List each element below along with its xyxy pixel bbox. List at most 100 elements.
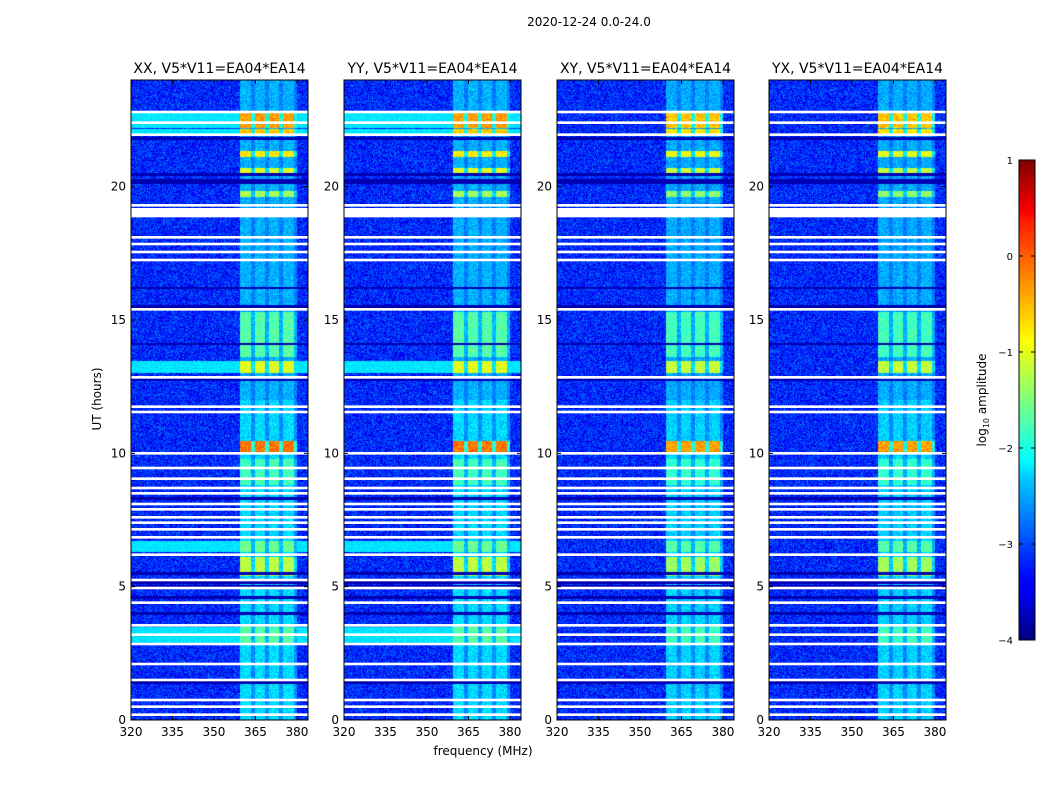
flagged-row [131, 624, 308, 627]
flagged-row [131, 236, 308, 239]
axes-frame [556, 79, 735, 721]
flagged-row [344, 578, 521, 582]
x-tick-label: 365 [670, 725, 693, 739]
flagged-row [557, 110, 734, 114]
panel-title: XX, V5*V11=EA04*EA14 [133, 61, 305, 77]
flagged-row [131, 528, 308, 531]
y-tick-label: 10 [324, 446, 339, 460]
x-tick-label: 365 [457, 725, 480, 739]
flagged-row [769, 258, 946, 262]
colorbar-ticks: −4 −3 −2 −1 0 1 [998, 156, 1035, 647]
flagged-row [344, 133, 521, 136]
flagged-row [131, 452, 308, 455]
flagged-row [769, 521, 946, 524]
x-tick-label: 380 [285, 725, 308, 739]
flagged-row [769, 601, 946, 604]
flagged-row [131, 133, 308, 136]
flagged-row [344, 528, 521, 531]
flagged-row [557, 713, 734, 716]
flagged-row [344, 662, 521, 666]
figure-suptitle: 2020-12-24 0.0-24.0 [527, 15, 651, 29]
flagged-row [769, 508, 946, 511]
colorbar-label-sub: 10 [982, 418, 991, 428]
flagged-row [344, 516, 521, 519]
flagged-row [769, 553, 946, 556]
colorbar-tick-label: 0 [1007, 252, 1013, 263]
flagged-row [131, 204, 308, 207]
flagged-row [769, 242, 946, 246]
flagged-row [557, 250, 734, 254]
heatmap-panel: XX, V5*V11=EA04*EA14 320 335 350 365 380 0 5 10 1… [111, 61, 309, 739]
x-tick-label: 380 [498, 725, 521, 739]
flagged-row [557, 477, 734, 480]
flagged-row [769, 516, 946, 519]
flagged-row [344, 236, 521, 239]
flagged-row [557, 662, 734, 666]
flagged-row [557, 466, 734, 470]
flagged-row [344, 410, 521, 414]
flagged-row [344, 242, 521, 246]
flagged-row [557, 308, 734, 311]
flagged-row [344, 586, 521, 590]
flagged-row [557, 486, 734, 490]
flagged-row [769, 410, 946, 414]
flagged-row [769, 466, 946, 470]
colorbar-tick-label: 1 [1007, 156, 1013, 167]
x-tick-label: 365 [882, 725, 905, 739]
flagged-row [769, 250, 946, 254]
y-tick-label: 15 [324, 313, 339, 327]
flagged-row [557, 258, 734, 262]
flagged-row [344, 486, 521, 490]
flagged-row [769, 698, 946, 702]
flagged-row [557, 236, 734, 239]
flagged-row [557, 642, 734, 646]
flagged-row [769, 678, 946, 682]
flagged-row [557, 536, 734, 539]
flagged-row [344, 204, 521, 207]
flagged-row [557, 601, 734, 604]
flagged-row [131, 477, 308, 480]
axes-frame [768, 79, 947, 721]
flagged-row [769, 110, 946, 114]
flagged-row [769, 308, 946, 311]
x-tick-label: 350 [416, 725, 439, 739]
flagged-row [131, 536, 308, 539]
heatmap-panel: XY, V5*V11=EA04*EA14 320 335 350 365 380 0 5 10 1… [537, 61, 735, 739]
flagged-band [344, 208, 521, 218]
flagged-row [344, 308, 521, 311]
flagged-row [769, 705, 946, 708]
flagged-row [344, 477, 521, 480]
flagged-band [769, 208, 946, 218]
flagged-row [131, 586, 308, 590]
flagged-row [557, 553, 734, 556]
y-tick-label: 5 [544, 580, 552, 594]
heatmap-panel: YX, V5*V11=EA04*EA14 320 335 350 365 380 0 5 10 1… [749, 61, 947, 739]
flagged-row [131, 121, 308, 124]
flagged-row [131, 250, 308, 254]
y-tick-label: 20 [324, 180, 339, 194]
flagged-row [344, 376, 521, 379]
flagged-row [131, 502, 308, 506]
y-tick-label: 10 [537, 446, 552, 460]
flagged-row [557, 528, 734, 531]
flagged-row [769, 452, 946, 455]
y-tick-label: 0 [544, 713, 552, 727]
y-tick-label: 10 [111, 446, 126, 460]
colorbar-tick-label: −2 [998, 444, 1013, 455]
x-tick-label: 320 [546, 725, 569, 739]
flagged-row [769, 133, 946, 136]
colorbar-gradient [1018, 159, 1036, 641]
flagged-row [344, 502, 521, 506]
flagged-row [344, 705, 521, 708]
y-tick-label: 5 [118, 580, 126, 594]
y-tick-label: 0 [756, 713, 764, 727]
y-tick-label: 15 [537, 313, 552, 327]
panels: XX, V5*V11=EA04*EA14 320 335 350 365 380 0 5 10 1… [111, 61, 947, 739]
colorbar-label-base: log [975, 428, 989, 446]
axes-frame [343, 79, 522, 721]
flagged-row [557, 133, 734, 136]
flagged-row [557, 508, 734, 511]
flagged-row [769, 578, 946, 582]
flagged-row [131, 678, 308, 682]
y-tick-label: 20 [749, 180, 764, 194]
